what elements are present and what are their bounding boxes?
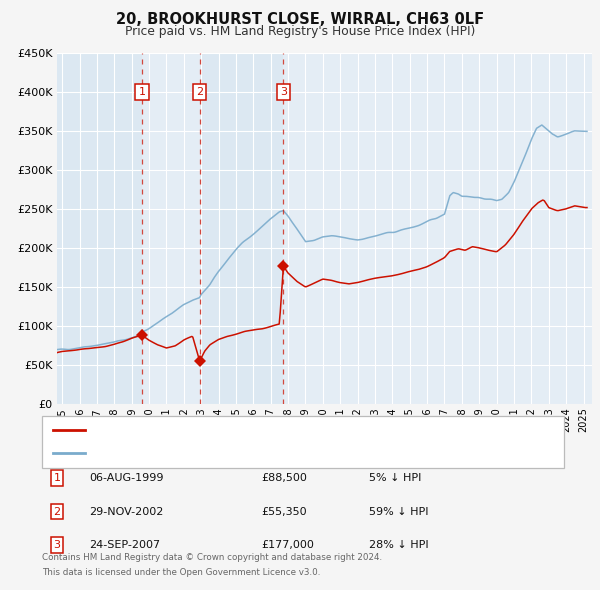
Text: 20, BROOKHURST CLOSE, WIRRAL, CH63 0LF (detached house): 20, BROOKHURST CLOSE, WIRRAL, CH63 0LF (… [92,425,444,435]
Text: 20, BROOKHURST CLOSE, WIRRAL, CH63 0LF: 20, BROOKHURST CLOSE, WIRRAL, CH63 0LF [116,12,484,27]
Text: This data is licensed under the Open Government Licence v3.0.: This data is licensed under the Open Gov… [42,568,320,577]
Text: Price paid vs. HM Land Registry's House Price Index (HPI): Price paid vs. HM Land Registry's House … [125,25,475,38]
Text: HPI: Average price, detached house, Wirral: HPI: Average price, detached house, Wirr… [92,448,332,458]
Text: 59% ↓ HPI: 59% ↓ HPI [369,507,428,516]
Text: 28% ↓ HPI: 28% ↓ HPI [369,540,428,550]
Text: Contains HM Land Registry data © Crown copyright and database right 2024.: Contains HM Land Registry data © Crown c… [42,553,382,562]
Text: 1: 1 [139,87,145,97]
Text: 2: 2 [196,87,203,97]
Text: 2: 2 [53,507,61,516]
Bar [200,53,283,404]
Bar [142,53,200,404]
Text: 5% ↓ HPI: 5% ↓ HPI [369,473,421,483]
Text: 29-NOV-2002: 29-NOV-2002 [89,507,163,516]
Text: 1: 1 [53,473,61,483]
Text: 24-SEP-2007: 24-SEP-2007 [89,540,160,550]
Text: 3: 3 [280,87,287,97]
Bar [283,53,592,404]
Text: 06-AUG-1999: 06-AUG-1999 [89,473,163,483]
Bar [57,53,142,404]
Text: £177,000: £177,000 [261,540,314,550]
Text: £88,500: £88,500 [261,473,307,483]
Text: 3: 3 [53,540,61,550]
Text: £55,350: £55,350 [261,507,307,516]
